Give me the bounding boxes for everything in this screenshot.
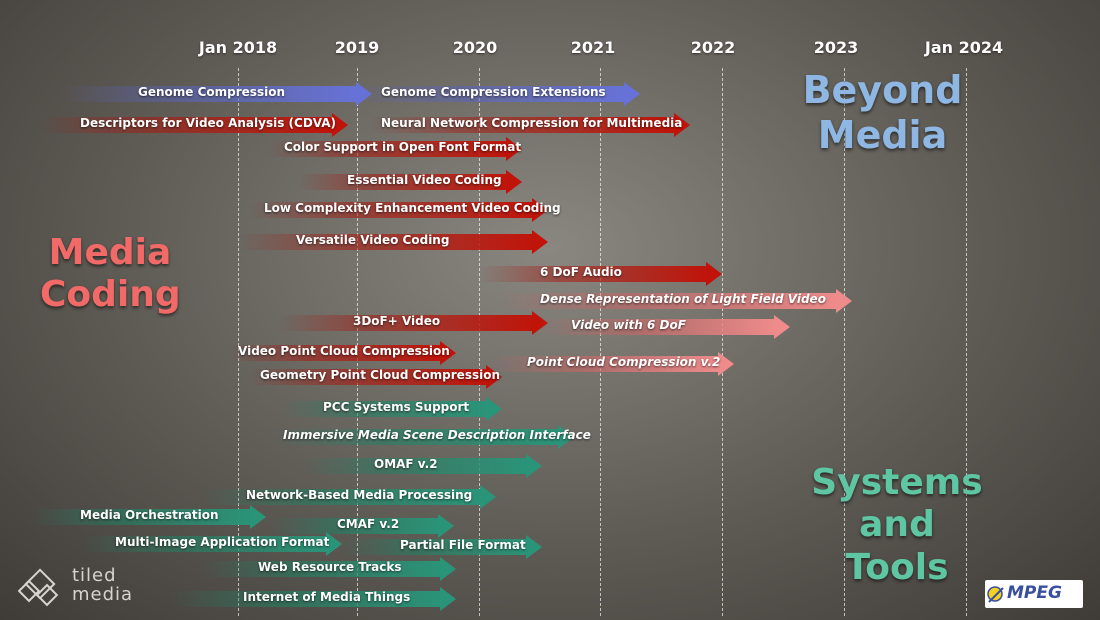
year-label-2019: 2019 [334, 38, 380, 57]
arrow-label: Dense Representation of Light Field Vide… [540, 292, 826, 306]
year-label-2023: 2023 [813, 38, 859, 57]
arrow-omaf-v2: OMAF v.2 [300, 454, 542, 478]
arrow-label: Descriptors for Video Analysis (CDVA) [80, 116, 337, 130]
year-label-jan-2024: Jan 2024 [924, 38, 1004, 57]
mpeg-logo: MPEG [985, 580, 1083, 608]
arrow-versatile-video-coding: Versatile Video Coding [240, 230, 548, 254]
arrow-label: Point Cloud Compression v.2 [527, 355, 721, 369]
gridline-jan-2024 [966, 68, 967, 616]
arrow-pcc-systems-support: PCC Systems Support [280, 397, 502, 421]
gridline-2020 [479, 68, 480, 616]
arrow-label: Video with 6 DoF [571, 318, 686, 332]
category-systems-and-tools: Systems and Tools [802, 462, 992, 589]
arrow-media-orchestration: Media Orchestration [30, 505, 266, 529]
arrow-6dof-audio: 6 DoF Audio [480, 262, 722, 286]
gridline-jan-2018 [238, 68, 239, 616]
category-media-coding-line1: Media [48, 232, 172, 273]
arrow-label: Geometry Point Cloud Compression [260, 368, 500, 382]
arrow-label: Video Point Cloud Compression [238, 344, 450, 358]
arrow-immersive-scene-description: Immersive Media Scene Description Interf… [270, 425, 591, 449]
category-media-coding-line2: Coding [40, 274, 181, 316]
arrow-lcevc: Low Complexity Enhancement Video Coding [250, 198, 561, 222]
arrow-label: Multi-Image Application Format [115, 535, 330, 549]
arrow-essential-video-coding: Essential Video Coding [300, 170, 522, 194]
arrow-neural-network-compression: Neural Network Compression for Multimedi… [370, 113, 690, 137]
year-label-jan-2018: Jan 2018 [198, 38, 278, 57]
year-label-2020: 2020 [452, 38, 498, 57]
arrow-label: 6 DoF Audio [540, 265, 622, 279]
year-label-2022: 2022 [690, 38, 736, 57]
category-media-coding: Media Coding [40, 232, 181, 317]
arrow-label: Immersive Media Scene Description Interf… [283, 428, 591, 442]
arrow-label: Color Support in Open Font Format [284, 140, 522, 154]
arrow-label: Internet of Media Things [243, 590, 411, 604]
arrow-label: 3DoF+ Video [353, 314, 441, 328]
arrow-genome-compression: Genome Compression [60, 82, 372, 106]
arrow-label: Essential Video Coding [347, 173, 502, 187]
arrow-web-resource-tracks: Web Resource Tracks [200, 557, 456, 581]
arrow-label: Partial File Format [400, 538, 526, 552]
category-beyond-media-line1: Beyond [802, 68, 963, 112]
gridline-2023 [844, 68, 845, 616]
category-beyond-media-line2: Media [817, 112, 948, 157]
arrow-label: Neural Network Compression for Multimedi… [381, 116, 683, 130]
arrow-internet-of-media-things: Internet of Media Things [170, 587, 456, 611]
tiled-media-logo: tiled media [17, 565, 138, 612]
mpeg-mascot-icon [987, 586, 1004, 603]
category-beyond-media: Beyond Media [800, 68, 965, 158]
arrow-miaf: Multi-Image Application Format [80, 532, 342, 556]
arrow-label: Low Complexity Enhancement Video Coding [264, 201, 561, 215]
arrow-dense-light-field: Dense Representation of Light Field Vide… [500, 289, 852, 313]
arrow-pcc-v2: Point Cloud Compression v.2 [490, 352, 734, 376]
arrow-gpcc: Geometry Point Cloud Compression [250, 365, 502, 389]
arrow-video-with-6dof: Video with 6 DoF [540, 315, 790, 339]
arrow-cdva: Descriptors for Video Analysis (CDVA) [40, 113, 348, 137]
arrow-genome-compression-extensions: Genome Compression Extensions [350, 82, 640, 106]
arrow-color-support-open-font: Color Support in Open Font Format [270, 137, 522, 161]
mpeg-logo-text: MPEG [1007, 583, 1062, 603]
arrow-label: Media Orchestration [80, 508, 219, 522]
tiled-logo-word1: tiled [72, 565, 117, 586]
gridline-2021 [600, 68, 601, 616]
arrow-label: Genome Compression Extensions [381, 85, 606, 99]
arrow-vpcc: Video Point Cloud Compression [230, 341, 456, 365]
tiled-media-diamond-icon [17, 568, 59, 607]
category-systems-line1: Systems [811, 462, 983, 503]
arrow-label: Network-Based Media Processing [246, 488, 473, 502]
arrow-label: Web Resource Tracks [258, 560, 402, 574]
arrow-partial-file-format: Partial File Format [340, 535, 542, 559]
arrow-label: Genome Compression [138, 85, 285, 99]
arrow-label: OMAF v.2 [374, 457, 438, 471]
arrow-label: Versatile Video Coding [296, 233, 450, 247]
year-label-2021: 2021 [570, 38, 616, 57]
category-systems-line2: and Tools [845, 504, 949, 588]
arrow-cmaf-v2: CMAF v.2 [270, 514, 454, 538]
arrow-label: PCC Systems Support [323, 400, 470, 414]
tiled-logo-word2: media [72, 584, 134, 605]
gridline-2022 [722, 68, 723, 616]
arrow-nbmp: Network-Based Media Processing [200, 485, 496, 509]
arrow-label: CMAF v.2 [337, 517, 400, 531]
arrow-3dof-plus-video: 3DoF+ Video [280, 311, 548, 335]
gridline-2019 [357, 68, 358, 616]
